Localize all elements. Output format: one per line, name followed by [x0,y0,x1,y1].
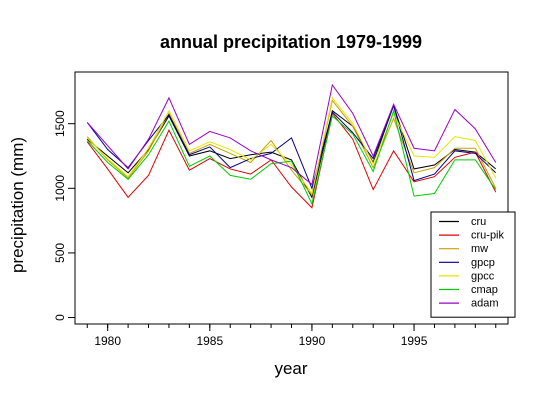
series-line-adam [86,83,497,186]
x-tick-label: 1995 [401,334,428,348]
legend-label: adam [471,298,499,310]
legend-label: gpcp [471,257,495,269]
series-line-cmap [86,108,497,206]
axes: 1980 1985 1990 1995 0 500 1000 1500 [53,110,508,348]
series-line-mw [86,99,497,196]
y-tick-label: 1000 [53,175,67,202]
legend-box [430,211,516,318]
legend-label: cmap [471,284,498,296]
x-tick-label: 1985 [196,334,223,348]
series-line-cru-pik [86,112,497,209]
legend-label: mw [471,243,488,255]
y-axis-label: precipitation (mm) [8,137,27,273]
legend-label: cru [471,216,486,228]
series-line-gpcp [86,103,497,190]
x-tick-label: 1980 [94,334,121,348]
series-line-gpcc [86,96,497,195]
legend-label: cru-pik [471,230,505,242]
chart-title: annual precipitation 1979-1999 [160,32,422,52]
y-tick-label: 1500 [53,110,67,137]
x-axis-label: year [274,359,307,378]
y-tick-label: 500 [53,243,67,263]
legend-label: gpcc [471,270,495,282]
x-tick-label: 1990 [299,334,326,348]
y-tick-label: 0 [53,314,67,321]
series-lines [86,83,497,209]
